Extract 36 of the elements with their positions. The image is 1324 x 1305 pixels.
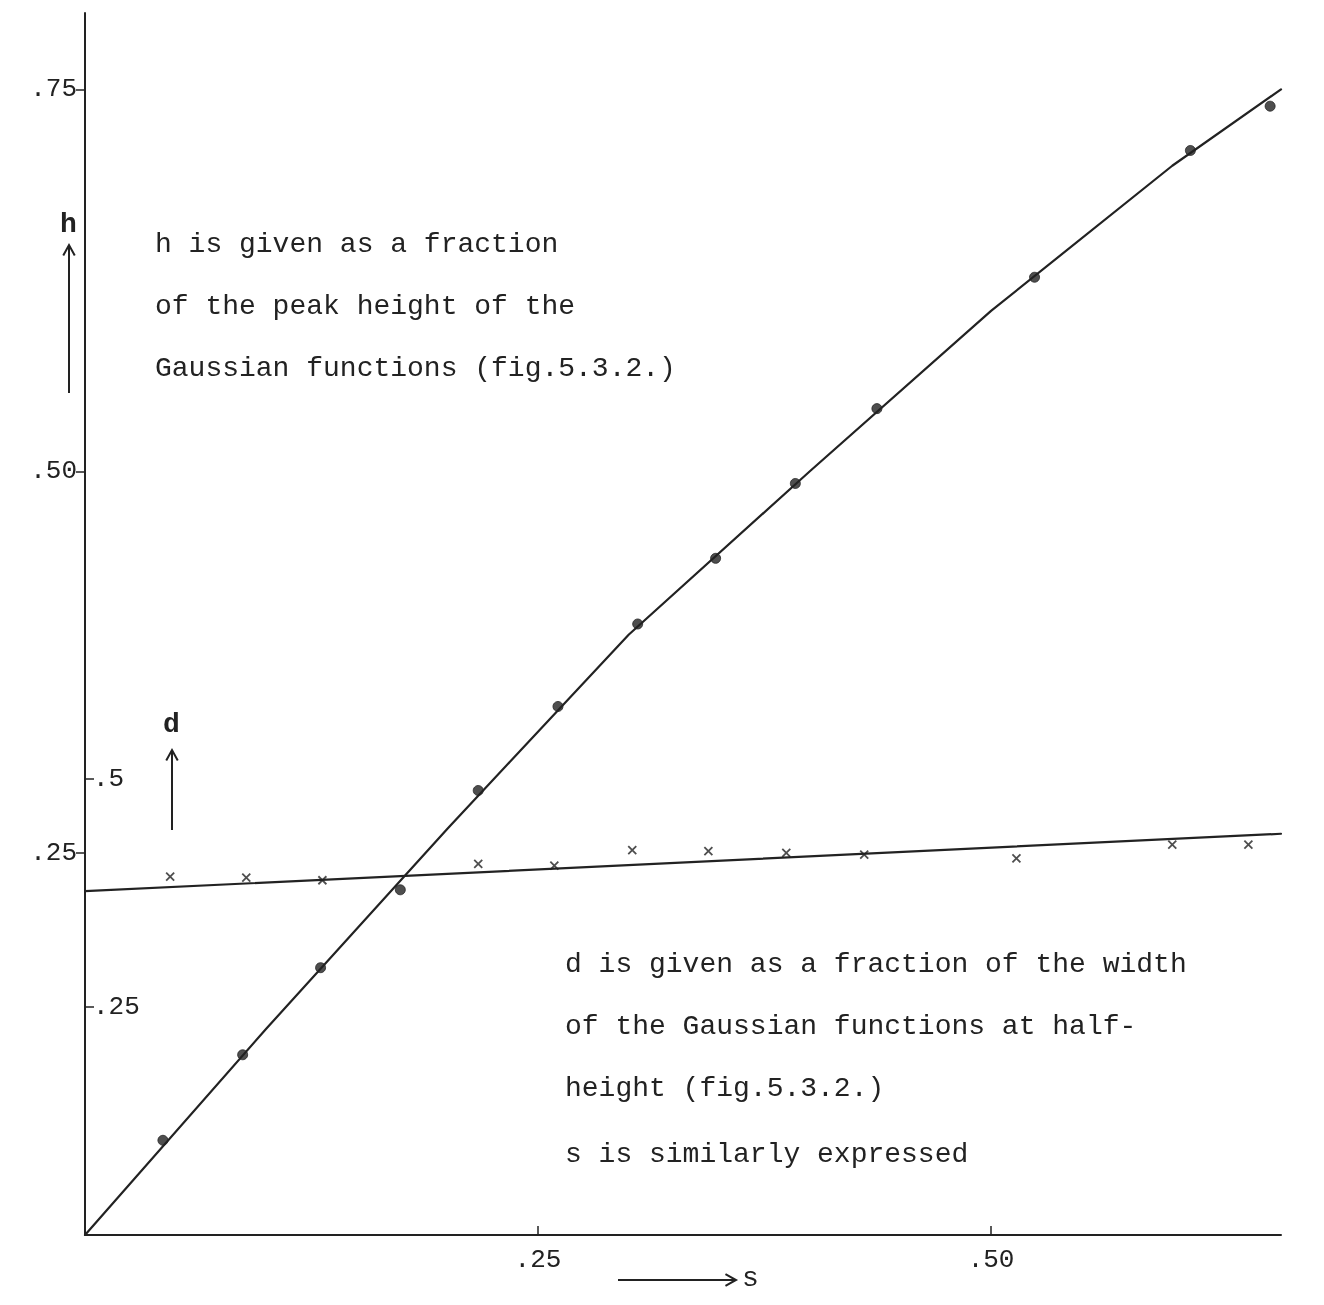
point bbox=[241, 872, 252, 883]
point bbox=[394, 884, 406, 896]
point bbox=[165, 871, 176, 882]
point bbox=[632, 618, 644, 630]
point bbox=[549, 860, 560, 871]
y-axis-title: h bbox=[60, 208, 77, 240]
point bbox=[157, 1134, 169, 1146]
point bbox=[781, 848, 792, 858]
y-tick-label: .25 bbox=[30, 838, 77, 869]
point bbox=[627, 845, 638, 856]
point bbox=[317, 875, 328, 886]
point bbox=[710, 552, 722, 564]
point bbox=[552, 700, 564, 712]
point bbox=[1243, 839, 1254, 850]
y-tick-label: .75 bbox=[30, 74, 77, 105]
y2-tick-label: .25 bbox=[93, 992, 140, 1023]
x-axis-title: s bbox=[742, 1262, 759, 1294]
annotation: d is given as a fraction of the width of the Gaussian functions at half- height (fig.5.3.2.) bbox=[565, 948, 1187, 1104]
point bbox=[1184, 144, 1196, 156]
y2-axis-title: d bbox=[163, 708, 180, 740]
y-tick-label: .50 bbox=[30, 456, 77, 487]
point bbox=[789, 477, 801, 489]
y2-tick-label: .5 bbox=[93, 764, 125, 795]
point bbox=[703, 846, 714, 856]
annotation: h is given as a fraction of the peak height of the Gaussian functions (fig.5.3.2.) bbox=[155, 228, 676, 384]
point bbox=[859, 849, 870, 860]
point bbox=[237, 1049, 249, 1061]
point bbox=[1264, 100, 1276, 112]
point bbox=[871, 403, 883, 415]
annotation: s is similarly expressed bbox=[565, 1138, 969, 1170]
point bbox=[1029, 271, 1041, 283]
point bbox=[1167, 839, 1178, 850]
point bbox=[472, 785, 484, 796]
point bbox=[473, 858, 484, 869]
point bbox=[1011, 853, 1022, 864]
point bbox=[315, 962, 327, 974]
